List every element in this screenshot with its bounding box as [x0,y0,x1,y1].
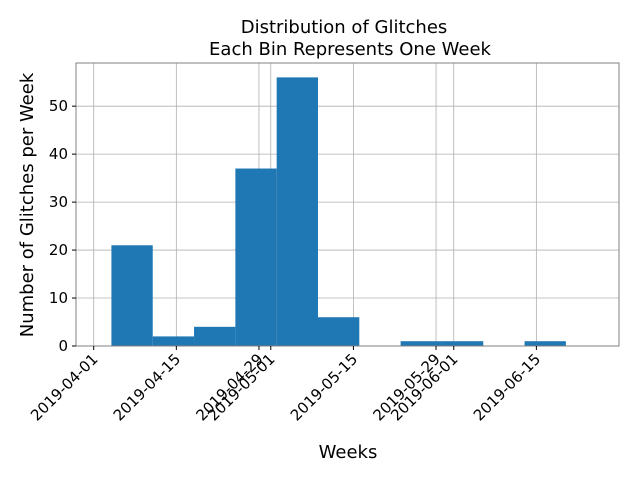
histogram-bar [400,341,442,346]
chart-title-line-1: Distribution of Glitches [241,17,448,38]
x-tick-label: 2019-06-15 [470,350,544,424]
y-tick-label: 40 [49,145,68,163]
grid-lines [76,63,619,347]
y-axis-label: Number of Glitches per Week [17,72,38,337]
y-tick-label: 0 [58,337,68,355]
x-axis-ticks: 2019-04-01 2019-04-15 2019-04-292019-05-01… [27,346,544,424]
histogram-bar [235,168,277,346]
chart-title-line-2: Each Bin Represents One Week [209,39,491,60]
histogram-bar [524,341,566,346]
x-axis-label: Weeks [319,442,378,463]
histogram-bar [152,336,195,346]
plot-frame [75,62,620,347]
bars [111,77,566,346]
y-tick-label: 30 [49,193,68,211]
x-tick-label: 2019-05-01 [204,350,278,424]
y-tick-label: 20 [49,241,68,259]
histogram-bar [441,341,484,346]
y-axis-ticks: 0 10 20 30 40 50 [49,97,76,355]
x-tick-label: 2019-05-15 [287,350,361,424]
x-tick-label: 2019-04-15 [110,350,184,424]
y-tick-label: 50 [49,97,68,115]
x-tick-label: 2019-04-01 [27,350,101,424]
histogram-bar [276,77,318,346]
y-tick-label: 10 [49,289,68,307]
histogram-bar [194,326,236,346]
histogram-bar [111,245,153,346]
histogram-bar [317,317,360,346]
